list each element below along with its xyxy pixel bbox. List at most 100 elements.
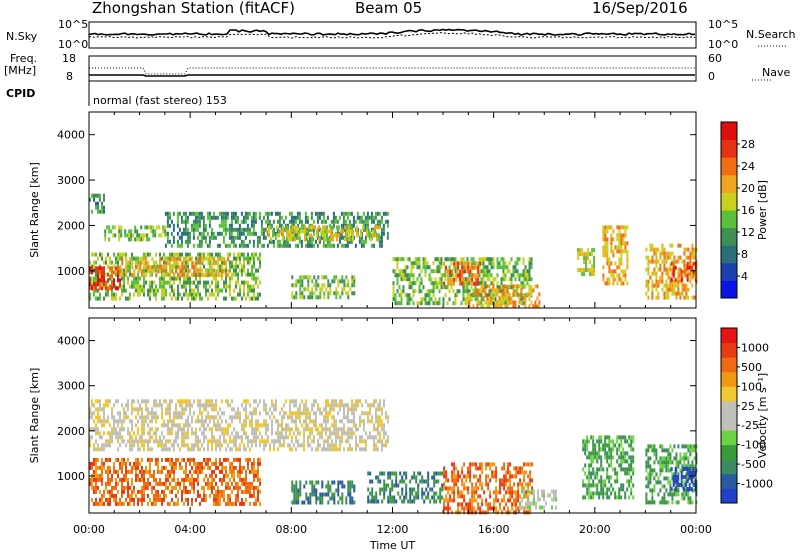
data-cell bbox=[247, 399, 249, 404]
data-cell bbox=[669, 243, 672, 248]
data-cell bbox=[500, 292, 503, 297]
data-cell bbox=[137, 284, 139, 289]
data-cell bbox=[241, 268, 243, 273]
data-cell bbox=[233, 288, 235, 293]
data-cell bbox=[645, 283, 648, 288]
data-cell bbox=[201, 269, 204, 274]
data-cell bbox=[91, 209, 93, 214]
data-cell bbox=[173, 477, 175, 482]
data-cell bbox=[297, 496, 300, 501]
data-cell bbox=[163, 268, 165, 273]
data-cell bbox=[315, 411, 317, 416]
data-cell bbox=[377, 499, 380, 504]
data-cell bbox=[299, 287, 302, 292]
data-cell bbox=[202, 223, 205, 228]
data-cell bbox=[522, 281, 525, 286]
data-cell bbox=[212, 215, 215, 220]
data-cell bbox=[137, 501, 139, 506]
data-cell bbox=[309, 419, 311, 424]
data-cell bbox=[99, 197, 101, 202]
data-cell bbox=[616, 265, 619, 270]
data-cell bbox=[257, 485, 259, 490]
data-cell bbox=[133, 501, 135, 506]
data-cell bbox=[461, 466, 464, 471]
data-cell bbox=[200, 231, 203, 236]
data-cell bbox=[473, 474, 476, 479]
data-cell bbox=[245, 272, 247, 277]
data-cell bbox=[610, 241, 613, 246]
data-cell bbox=[377, 427, 379, 432]
data-cell bbox=[371, 499, 374, 504]
data-cell bbox=[333, 423, 335, 428]
y-tick-label: 2000 bbox=[57, 219, 85, 232]
data-cell bbox=[502, 265, 505, 270]
data-cell bbox=[413, 475, 416, 480]
data-cell bbox=[657, 267, 660, 272]
data-cell bbox=[402, 257, 405, 262]
data-cell bbox=[89, 278, 91, 283]
data-cell bbox=[138, 233, 141, 238]
data-cell bbox=[239, 256, 241, 261]
data-cell bbox=[225, 465, 227, 470]
data-cell bbox=[364, 223, 367, 228]
data-cell bbox=[191, 481, 193, 486]
data-cell bbox=[355, 427, 357, 432]
data-cell bbox=[103, 209, 105, 214]
data-cell bbox=[311, 492, 314, 497]
data-cell bbox=[270, 211, 273, 216]
data-cell bbox=[113, 485, 115, 490]
data-cell bbox=[430, 297, 433, 302]
data-cell bbox=[231, 399, 233, 404]
data-cell bbox=[353, 279, 356, 284]
data-cell bbox=[177, 435, 179, 440]
data-cell bbox=[207, 423, 209, 428]
data-cell bbox=[471, 462, 474, 467]
data-cell bbox=[478, 273, 481, 278]
data-cell bbox=[363, 423, 365, 428]
data-cell bbox=[147, 415, 149, 420]
data-cell bbox=[91, 266, 93, 271]
data-cell bbox=[131, 252, 133, 257]
data-cell bbox=[109, 489, 111, 494]
data-cell bbox=[125, 269, 128, 274]
data-cell bbox=[477, 273, 480, 278]
data-cell bbox=[215, 423, 217, 428]
data-cell bbox=[645, 279, 648, 284]
data-cell bbox=[239, 260, 241, 265]
data-cell bbox=[445, 478, 448, 483]
data-cell bbox=[239, 465, 241, 470]
data-cell bbox=[99, 292, 101, 297]
data-cell bbox=[151, 447, 153, 452]
data-cell bbox=[416, 301, 419, 306]
data-cell bbox=[93, 264, 95, 269]
data-cell bbox=[343, 283, 346, 288]
data-cell bbox=[107, 288, 109, 293]
data-cell bbox=[475, 281, 478, 286]
data-cell bbox=[199, 265, 202, 270]
data-cell bbox=[516, 284, 519, 289]
data-cell bbox=[283, 403, 285, 408]
data-cell bbox=[109, 497, 111, 502]
data-cell bbox=[201, 469, 203, 474]
data-cell bbox=[99, 419, 101, 424]
data-cell bbox=[221, 260, 223, 265]
data-cell bbox=[103, 431, 105, 436]
data-cell bbox=[317, 275, 320, 280]
data-cell bbox=[99, 465, 101, 470]
data-cell bbox=[439, 487, 442, 492]
data-cell bbox=[256, 243, 259, 248]
data-cell bbox=[369, 479, 372, 484]
data-cell bbox=[179, 257, 182, 262]
data-cell bbox=[487, 474, 490, 479]
data-cell bbox=[133, 439, 135, 444]
data-cell bbox=[311, 291, 314, 296]
data-cell bbox=[119, 265, 122, 270]
data-cell bbox=[490, 300, 493, 305]
data-cell bbox=[473, 273, 476, 278]
data-cell bbox=[125, 257, 128, 262]
data-cell bbox=[473, 486, 476, 491]
data-cell bbox=[300, 239, 303, 244]
data-cell bbox=[139, 415, 141, 420]
data-cell bbox=[129, 447, 131, 452]
data-cell bbox=[406, 277, 409, 282]
